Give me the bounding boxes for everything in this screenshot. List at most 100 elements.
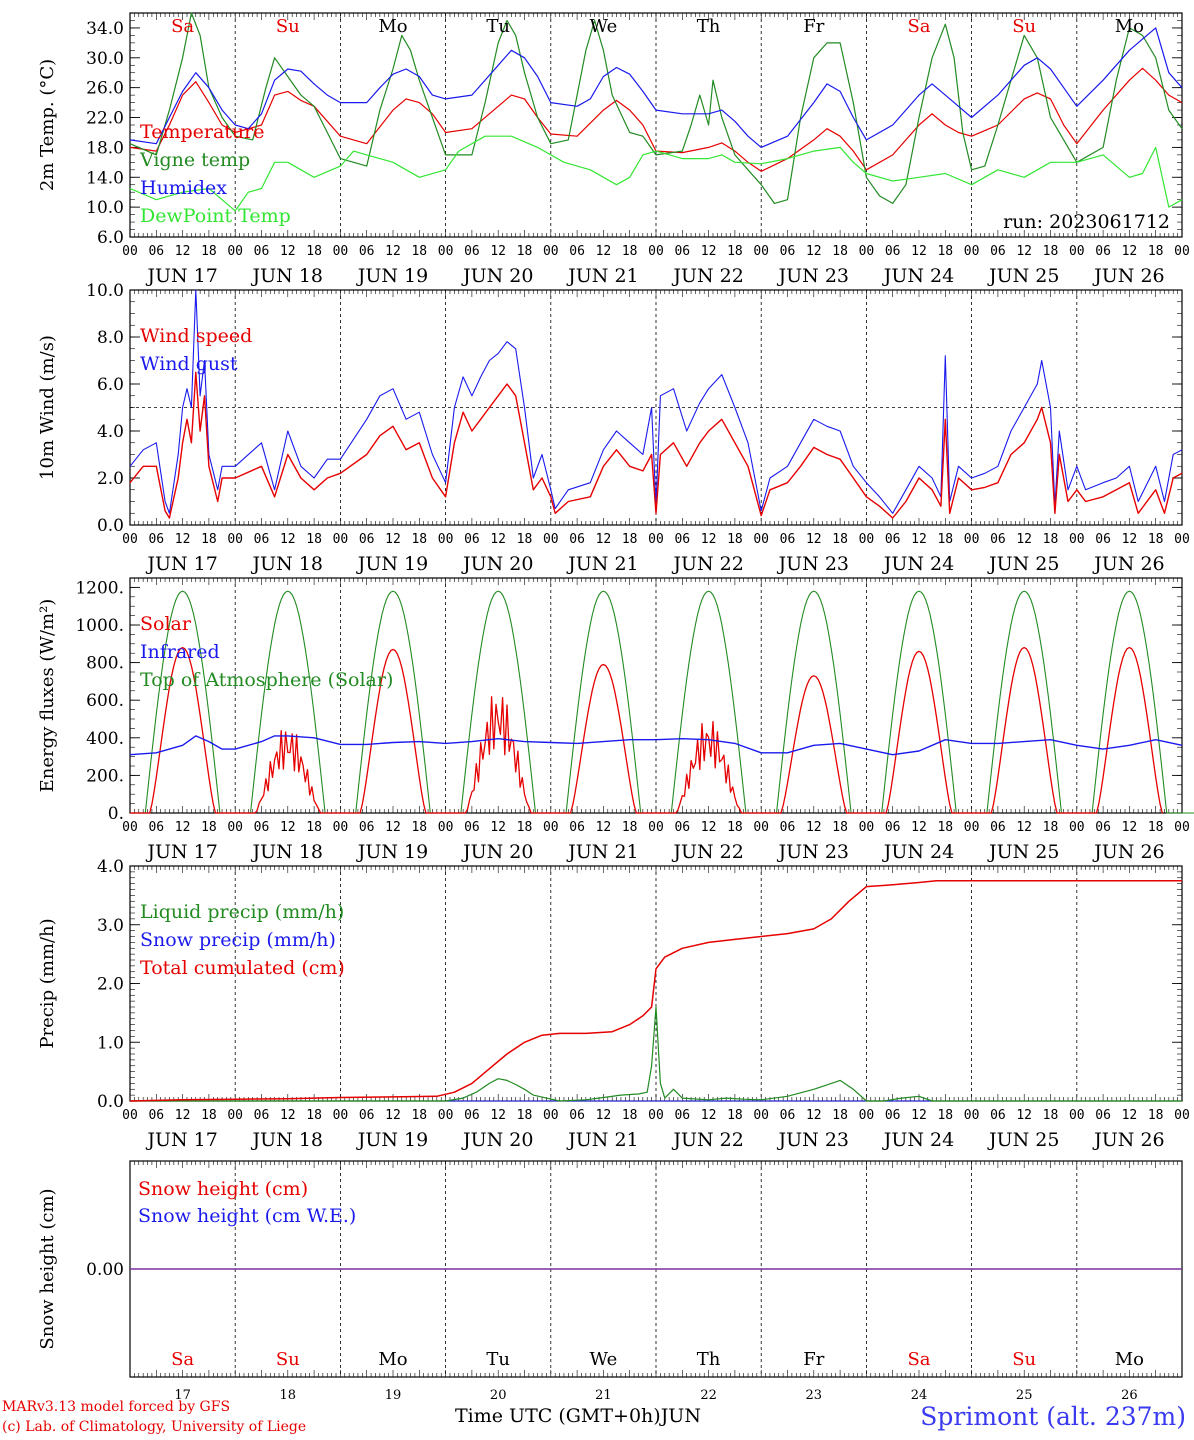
hour-tick-label: 18 (411, 532, 427, 547)
hour-tick-label: 06 (780, 532, 796, 547)
series-line (129, 879, 1182, 1102)
y-tick-label: 4.0 (97, 857, 124, 877)
hour-tick-label: 18 (411, 820, 427, 835)
hour-tick-label: 00 (227, 820, 243, 835)
hour-tick-label: 18 (622, 820, 638, 835)
weekday-label: Fr (803, 1349, 824, 1370)
hour-tick-label: 12 (1016, 532, 1032, 547)
y-tick-label: 1.0 (97, 1033, 124, 1053)
hour-tick-label: 18 (1043, 820, 1059, 835)
hour-tick-label: 12 (1122, 244, 1138, 259)
hour-tick-label: 00 (333, 820, 349, 835)
snow-panel: 0.00 Snow height (cm) Snow height (cm) Snow… (37, 1160, 1183, 1403)
day-tick-label: JUN 18 (251, 1129, 323, 1151)
hour-tick-label: 00 (1174, 820, 1190, 835)
weekday-label: Fr (803, 16, 824, 37)
day-tick-label: JUN 18 (251, 841, 323, 863)
hour-tick-label: 12 (1016, 244, 1032, 259)
hour-tick-label: 06 (990, 1108, 1006, 1123)
hour-tick-label: 00 (543, 1108, 559, 1123)
day-tick-label: JUN 21 (566, 1129, 638, 1151)
hour-tick-label: 12 (175, 820, 191, 835)
legend-entry: Top of Atmosphere (Solar) (140, 669, 393, 691)
hour-tick-label: 06 (885, 532, 901, 547)
hour-tick-label: 00 (753, 820, 769, 835)
day-number-label: 24 (911, 1388, 928, 1403)
hour-tick-label: 06 (254, 1108, 270, 1123)
hour-tick-label: 06 (254, 532, 270, 547)
hour-tick-label: 06 (1095, 1108, 1111, 1123)
hour-tick-label: 06 (780, 820, 796, 835)
day-tick-label: JUN 20 (461, 1129, 533, 1151)
hour-tick-label: 06 (990, 244, 1006, 259)
weekday-label: Su (1012, 16, 1036, 37)
hour-tick-label: 06 (569, 1108, 585, 1123)
hour-tick-label: 00 (1174, 244, 1190, 259)
series-line (130, 1006, 1182, 1102)
day-number-label: 20 (490, 1388, 507, 1403)
weekday-label: We (590, 1349, 618, 1370)
hour-tick-label: 00 (438, 244, 454, 259)
weekday-label: Mo (1115, 16, 1144, 37)
hour-tick-label: 06 (674, 244, 690, 259)
hour-tick-label: 00 (227, 244, 243, 259)
hour-tick-label: 00 (333, 532, 349, 547)
weekday-label: Tu (486, 1349, 510, 1370)
hour-tick-label: 00 (122, 244, 138, 259)
hour-tick-label: 18 (1043, 244, 1059, 259)
day-tick-label: JUN 17 (145, 553, 217, 575)
weekday-label: Sa (907, 1349, 930, 1370)
y-tick-label: 14.0 (86, 168, 124, 188)
weekday-label: We (590, 16, 618, 37)
hour-tick-label: 00 (964, 532, 980, 547)
hour-tick-label: 00 (122, 820, 138, 835)
run-label: run: 2023061712 (1003, 211, 1170, 233)
y-tick-label: 2.0 (97, 469, 124, 489)
hour-tick-label: 18 (832, 532, 848, 547)
hour-tick-label: 06 (990, 532, 1006, 547)
hour-tick-label: 12 (596, 820, 612, 835)
hour-tick-label: 06 (464, 820, 480, 835)
legend-entry: Solar (140, 613, 192, 635)
legend-entry: Temperature (140, 121, 264, 143)
y-axis-label: 2m Temp. (°C) (37, 59, 58, 191)
hour-tick-label: 18 (832, 820, 848, 835)
hour-tick-label: 00 (1069, 820, 1085, 835)
hour-tick-label: 12 (280, 1108, 296, 1123)
weekday-label: Su (1012, 1349, 1036, 1370)
hour-tick-label: 12 (385, 1108, 401, 1123)
day-tick-label: JUN 23 (777, 553, 849, 575)
y-tick-label: 0.0 (97, 1092, 124, 1112)
weekday-label: Su (276, 16, 300, 37)
day-number-label: 18 (280, 1388, 297, 1403)
wind-panel: 0.0 2.0 4.0 6.0 8.0 10.0 10m Wind (m/s) 00 06 12 1… (37, 281, 1190, 575)
hour-tick-label: 18 (622, 244, 638, 259)
hour-tick-label: 00 (1069, 244, 1085, 259)
hour-tick-label: 18 (1148, 532, 1164, 547)
hour-tick-label: 18 (411, 244, 427, 259)
day-tick-label: JUN 26 (1092, 553, 1164, 575)
hour-tick-label: 06 (148, 532, 164, 547)
day-tick-label: JUN 19 (356, 553, 428, 575)
day-tick-label: JUN 26 (1092, 265, 1164, 287)
day-tick-label: JUN 21 (566, 265, 638, 287)
hour-tick-label: 06 (359, 532, 375, 547)
y-tick-label: 18.0 (86, 138, 124, 158)
y-tick-label: 6.0 (97, 228, 124, 248)
day-tick-label: JUN 18 (251, 265, 323, 287)
day-number-label: 25 (1016, 1388, 1033, 1403)
legend-entry: Infrared (140, 641, 220, 663)
day-tick-label: JUN 24 (882, 553, 954, 575)
day-tick-label: JUN 22 (671, 553, 743, 575)
weekday-label: Sa (907, 16, 930, 37)
weekday-label: Tu (486, 16, 510, 37)
hour-tick-label: 18 (1148, 244, 1164, 259)
hour-tick-label: 00 (227, 1108, 243, 1123)
hour-tick-label: 00 (753, 1108, 769, 1123)
y-tick-label: 1200. (75, 578, 124, 598)
hour-tick-label: 12 (490, 244, 506, 259)
day-tick-label: JUN 23 (777, 1129, 849, 1151)
hour-tick-label: 06 (674, 820, 690, 835)
hour-tick-label: 18 (937, 532, 953, 547)
day-tick-label: JUN 19 (356, 841, 428, 863)
